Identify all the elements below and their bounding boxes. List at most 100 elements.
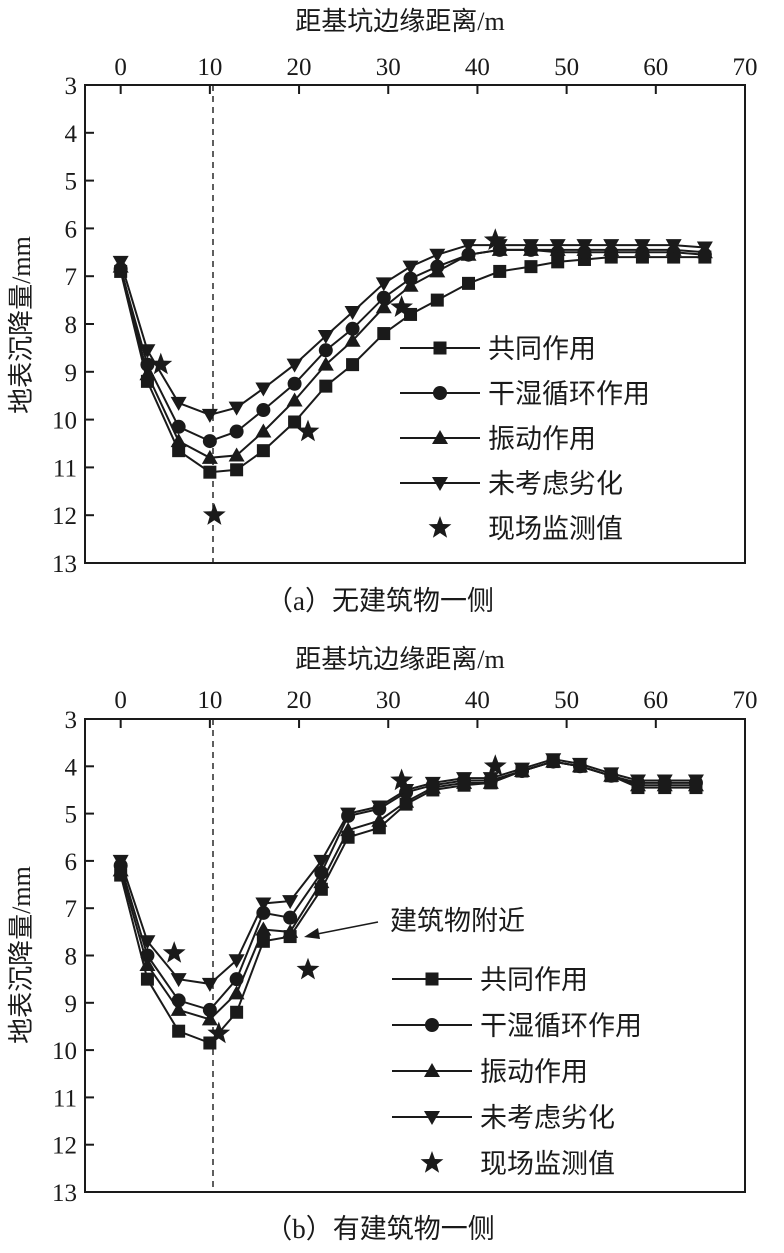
data-point-triangle-down: [696, 241, 713, 256]
data-point-triangle-down: [139, 344, 156, 359]
data-point-triangle-up: [340, 822, 357, 837]
data-point-triangle-up: [228, 447, 245, 462]
y-tick-label: 5: [65, 169, 78, 196]
data-point-triangle-down: [603, 767, 620, 782]
data-point-square: [524, 260, 538, 274]
panel-a-y-axis-label: 地表沉降量/mm: [7, 236, 36, 414]
x-tick-label: 10: [197, 687, 222, 714]
data-point-circle: [287, 376, 302, 391]
y-tick-label: 3: [65, 73, 78, 100]
data-point-square: [140, 972, 154, 986]
x-tick-label: 30: [376, 687, 401, 714]
legend-marker-triangle-up: [432, 430, 448, 444]
data-point-triangle-down: [255, 897, 272, 912]
data-point-triangle-up: [371, 812, 388, 827]
data-point-triangle-up: [170, 433, 187, 448]
x-tick-label: 70: [733, 687, 758, 714]
data-point-triangle-down: [514, 762, 531, 777]
x-tick-label: 20: [287, 687, 312, 714]
legend-label-triangle-up: 振动作用: [480, 1057, 588, 1087]
panel-a-series: [112, 228, 713, 525]
data-point-triangle-down: [344, 306, 361, 321]
data-point-star: [390, 768, 413, 791]
data-point-triangle-down: [255, 382, 272, 397]
y-tick-label: 3: [65, 707, 78, 734]
y-tick-label: 10: [52, 408, 77, 435]
data-point-triangle-down: [317, 329, 334, 344]
panel-b-y-axis-label: 地表沉降量/mm: [7, 866, 36, 1044]
data-point-triangle-up: [255, 921, 272, 936]
data-point-triangle-down: [398, 783, 415, 798]
legend-label-triangle-down: 未考虑劣化: [488, 469, 623, 499]
y-tick-label: 13: [52, 551, 77, 578]
x-tick-label: 50: [554, 687, 579, 714]
data-point-triangle-down: [460, 239, 477, 254]
x-tick-label: 70: [733, 54, 758, 81]
legend-label-triangle-down: 未考虑劣化: [480, 1103, 615, 1133]
data-point-triangle-up: [139, 366, 156, 381]
data-point-triangle-up: [317, 356, 334, 371]
data-point-triangle-up: [255, 423, 272, 438]
data-point-square: [203, 465, 217, 479]
data-point-triangle-down: [687, 774, 704, 789]
data-point-triangle-down: [170, 973, 187, 988]
y-tick-label: 8: [65, 944, 78, 971]
panel-a-x-ticks: 0 10 20 30 40 50 60 70: [114, 54, 758, 94]
data-point-triangle-up: [282, 923, 299, 938]
data-point-star: [390, 295, 413, 317]
data-point-circle: [229, 424, 244, 439]
data-point-triangle-up: [201, 1011, 218, 1026]
data-point-square: [319, 379, 333, 393]
x-tick-label: 50: [554, 54, 579, 81]
data-point-triangle-down: [424, 776, 441, 791]
data-point-triangle-down: [112, 854, 129, 869]
y-tick-label: 12: [52, 503, 77, 530]
data-point-triangle-down: [549, 239, 566, 254]
data-point-square: [377, 327, 391, 341]
legend-marker-triangle-down: [424, 1111, 440, 1125]
y-tick-label: 9: [65, 360, 78, 387]
x-tick-label: 0: [114, 54, 127, 81]
data-point-triangle-down: [170, 396, 187, 411]
x-tick-label: 40: [465, 54, 490, 81]
legend-label-circle: 干湿循环作用: [488, 379, 650, 409]
data-point-triangle-down: [603, 239, 620, 254]
data-point-circle: [345, 321, 360, 336]
data-point-triangle-down: [313, 854, 330, 869]
data-point-triangle-up: [139, 956, 156, 971]
data-point-square: [256, 444, 270, 458]
data-point-triangle-up: [201, 449, 218, 464]
data-point-triangle-down: [201, 977, 218, 992]
data-point-circle: [202, 434, 217, 449]
y-tick-label: 12: [52, 1133, 77, 1160]
data-point-circle: [171, 419, 186, 434]
panel-b-series: [112, 753, 704, 1050]
data-point-triangle-down: [456, 772, 473, 787]
legend-marker-square: [425, 972, 439, 986]
data-point-triangle-down: [228, 954, 245, 969]
data-point-star: [483, 754, 507, 776]
y-tick-label: 13: [52, 1180, 77, 1207]
panel-b-title: 距基坑边缘距离/m: [295, 645, 504, 674]
y-tick-label: 11: [53, 1085, 77, 1112]
data-point-square: [404, 307, 418, 321]
data-point-triangle-up: [228, 985, 245, 1000]
panel-b-y-ticks: 3 4 5 6 7 8 9 10 11 12 13: [52, 707, 94, 1207]
data-point-triangle-down: [629, 774, 646, 789]
data-point-star: [296, 957, 320, 980]
panel-b-axis-frame: [84, 718, 746, 1193]
data-point-triangle-down: [545, 753, 562, 768]
y-tick-label: 5: [65, 802, 78, 829]
data-point-triangle-up: [398, 793, 415, 808]
legend-label-square: 共同作用: [480, 965, 588, 995]
legend-marker-circle: [433, 386, 447, 400]
y-tick-label: 6: [65, 216, 78, 243]
legend-marker-triangle-up: [424, 1063, 440, 1077]
legend-marker-triangle-down: [432, 477, 448, 491]
panel-b-annotation: 建筑物附近: [304, 906, 525, 939]
data-point-triangle-down: [282, 895, 299, 910]
data-point-triangle-down: [375, 277, 392, 292]
data-point-triangle-up: [460, 246, 477, 261]
data-point-triangle-down: [572, 757, 588, 772]
